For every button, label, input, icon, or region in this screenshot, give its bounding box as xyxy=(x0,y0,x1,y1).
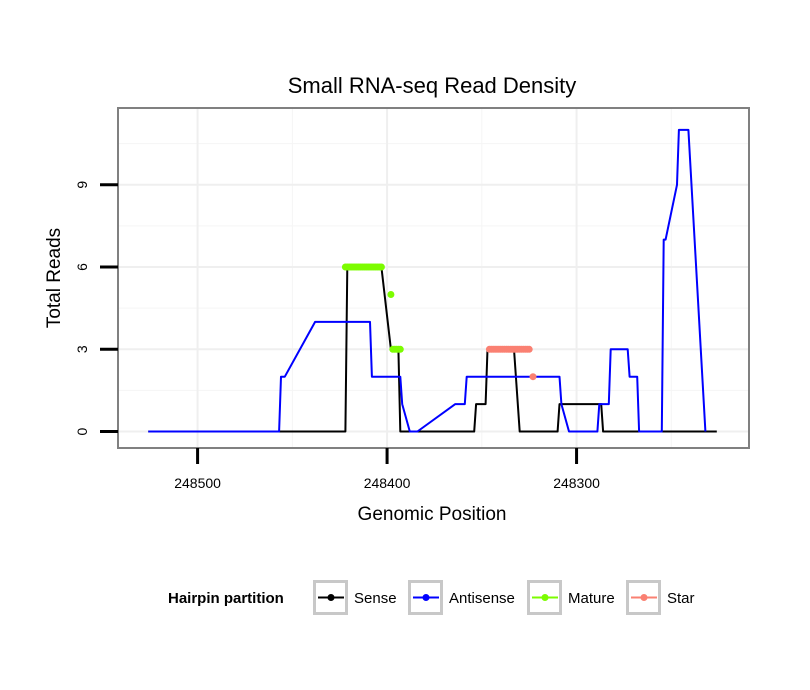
point-star xyxy=(529,373,537,381)
legend: Hairpin partition Sense Antisense Mature St… xyxy=(168,580,695,615)
legend-label-star: Star xyxy=(667,590,695,607)
y-tick-label: 9 xyxy=(74,181,90,189)
chart-title: Small RNA-seq Read Density xyxy=(288,73,577,98)
point-star xyxy=(525,345,533,353)
point-mature xyxy=(396,345,404,353)
legend-title: Hairpin partition xyxy=(168,590,284,607)
y-tick-label: 3 xyxy=(74,345,90,353)
legend-item-sense: Sense xyxy=(313,580,397,615)
point-mature xyxy=(387,291,395,298)
y-tick-label: 0 xyxy=(74,427,90,435)
y-axis-title: Total Reads xyxy=(44,228,65,328)
plot-area xyxy=(148,128,717,433)
legend-label-antisense: Antisense xyxy=(449,590,515,607)
series-line-antisense xyxy=(148,128,707,433)
x-tick-label: 248500 xyxy=(174,475,221,491)
legend-key-point xyxy=(640,594,648,601)
y-tick-label: 6 xyxy=(74,263,90,271)
legend-key-point xyxy=(422,594,430,601)
legend-label-sense: Sense xyxy=(354,590,397,607)
axes: 248500 248400 248300 0 3 6 9 xyxy=(74,181,600,491)
x-tick-label: 248400 xyxy=(364,475,411,491)
legend-label-mature: Mature xyxy=(568,590,615,607)
legend-item-antisense: Antisense xyxy=(408,580,515,615)
legend-item-star: Star xyxy=(626,580,695,615)
panel-border xyxy=(117,107,750,449)
legend-item-mature: Mature xyxy=(527,580,615,615)
point-mature xyxy=(377,263,385,271)
legend-key-point xyxy=(327,594,335,601)
legend-key-point xyxy=(541,594,549,601)
x-axis-title: Genomic Position xyxy=(358,504,507,525)
x-tick-label: 248300 xyxy=(553,475,600,491)
